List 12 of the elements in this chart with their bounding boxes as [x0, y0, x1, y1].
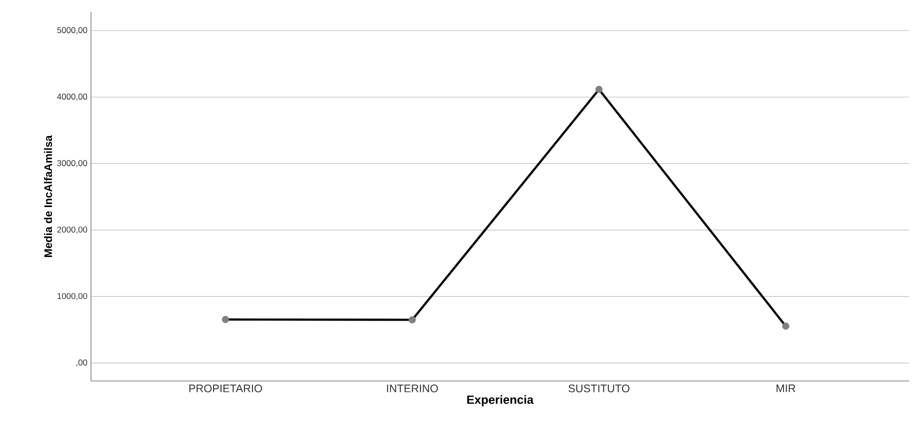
y-tick-label: 4000,00: [57, 94, 88, 101]
x-axis-title: Experiencia: [467, 395, 534, 406]
x-tick-label: MIR: [776, 384, 796, 392]
y-axis-title: Media de IncAlfaAmilsa: [44, 135, 52, 257]
y-tick-label: 2000,00: [57, 226, 88, 234]
y-tick-label: 1000,00: [58, 293, 88, 300]
x-tick-label: SUSTITUTO: [568, 384, 630, 392]
x-tick-label: PROPIETARIO: [189, 384, 262, 392]
y-tick-label: 5000,00: [57, 27, 88, 34]
x-tick-label: INTERINO: [387, 384, 438, 392]
y-tick-label: ,00: [76, 360, 88, 367]
y-tick-label: 3000,00: [57, 160, 88, 168]
